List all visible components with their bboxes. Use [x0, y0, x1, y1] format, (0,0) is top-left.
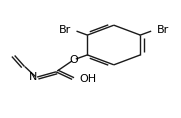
Text: Br: Br [156, 25, 169, 35]
Text: N: N [29, 72, 37, 82]
Text: O: O [70, 55, 78, 65]
Text: Br: Br [59, 25, 71, 35]
Text: OH: OH [79, 74, 96, 84]
